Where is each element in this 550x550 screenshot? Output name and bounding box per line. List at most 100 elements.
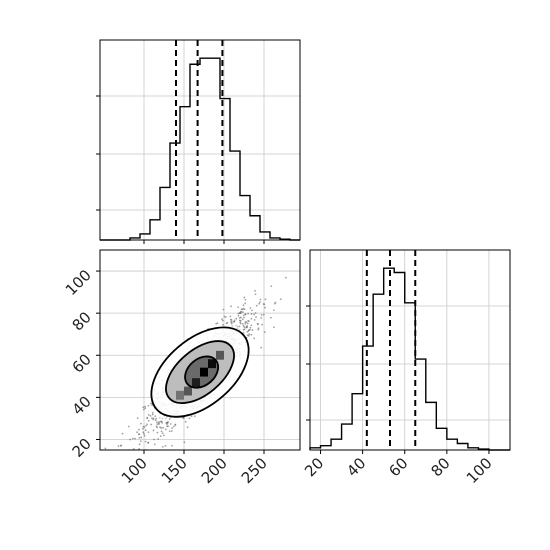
scatter-point <box>250 324 253 327</box>
scatter-point <box>233 320 236 323</box>
scatter-point <box>147 419 150 422</box>
joint-x-tick-label: 100 <box>118 454 151 487</box>
scatter-point <box>238 319 241 322</box>
scatter-point <box>186 426 189 429</box>
scatter-point <box>242 314 245 317</box>
scatter-point <box>161 445 164 448</box>
joint-y-tick-label: 80 <box>69 308 95 334</box>
scatter-point <box>144 407 147 410</box>
scatter-point <box>243 328 246 331</box>
scatter-point <box>136 417 139 420</box>
scatter-point <box>242 332 245 334</box>
scatter-point <box>257 328 260 331</box>
y-marginal-panel: 20 40 60 80 100 <box>301 249 511 487</box>
scatter-point <box>144 440 147 443</box>
scatter-point <box>138 428 140 431</box>
scatter-point <box>129 438 131 441</box>
scatter-point <box>167 420 169 423</box>
scatter-point <box>254 312 257 314</box>
scatter-point <box>184 420 187 423</box>
scatter-point <box>146 423 149 426</box>
scatter-point <box>166 425 169 428</box>
scatter-point <box>157 438 159 440</box>
scatter-point <box>238 317 241 319</box>
scatter-point <box>244 298 247 301</box>
scatter-point <box>132 453 134 455</box>
y-marginal-frame-bg <box>310 250 510 450</box>
scatter-point <box>259 298 262 301</box>
scatter-point <box>222 323 224 326</box>
scatter-point <box>154 415 157 418</box>
density-cell <box>216 350 224 360</box>
scatter-point <box>151 412 154 414</box>
scatter-point <box>263 331 266 333</box>
scatter-point <box>247 320 250 323</box>
scatter-point <box>244 321 247 323</box>
scatter-point <box>248 334 250 337</box>
scatter-point <box>250 333 253 336</box>
joint-x-tick-label: 200 <box>198 454 231 487</box>
scatter-point <box>160 430 163 433</box>
scatter-point <box>141 427 144 430</box>
y-marginal-frame <box>309 249 511 451</box>
scatter-point <box>147 431 150 434</box>
scatter-point <box>250 317 253 320</box>
y-marginal-x-tick-label: 40 <box>343 454 369 480</box>
scatter-point <box>156 421 158 424</box>
scatter-point <box>190 415 193 418</box>
scatter-point <box>263 303 266 306</box>
scatter-point <box>246 326 248 328</box>
scatter-point <box>155 417 158 420</box>
scatter-point <box>242 304 245 307</box>
scatter-point <box>244 313 247 316</box>
scatter-point <box>132 448 135 450</box>
scatter-point <box>230 322 233 325</box>
scatter-point <box>143 432 145 435</box>
scatter-point <box>216 322 219 325</box>
scatter-point <box>150 423 153 426</box>
density-contour <box>184 355 220 389</box>
scatter-point <box>171 427 174 430</box>
scatter-point <box>237 314 240 317</box>
scatter-point <box>151 413 154 416</box>
density-contour <box>150 326 250 418</box>
scatter-point <box>159 435 162 438</box>
scatter-point <box>260 313 263 316</box>
scatter-point <box>264 298 267 301</box>
scatter-point <box>272 309 275 312</box>
scatter-point <box>236 325 239 328</box>
joint-y-tick-label: 60 <box>69 350 95 376</box>
scatter-point <box>261 323 263 326</box>
joint-contours <box>150 326 250 418</box>
joint-x-tick-label: 150 <box>158 454 191 487</box>
scatter-point <box>104 447 107 450</box>
scatter-point <box>162 434 165 437</box>
scatter-point <box>249 328 251 331</box>
scatter-point <box>279 298 282 301</box>
scatter-point <box>152 429 155 432</box>
x-marginal-histogram <box>100 57 300 241</box>
scatter-point <box>246 334 249 337</box>
scatter-point <box>239 322 242 325</box>
scatter-point <box>247 329 250 332</box>
scatter-point <box>248 333 250 336</box>
scatter-point <box>170 430 173 432</box>
scatter-point <box>146 416 149 419</box>
scatter-point <box>155 425 158 428</box>
scatter-point <box>97 468 99 470</box>
scatter-point <box>229 315 232 318</box>
y-marginal-grid <box>310 250 510 450</box>
scatter-point <box>117 445 120 447</box>
density-cell <box>192 378 200 388</box>
scatter-point <box>134 437 136 440</box>
scatter-point <box>254 289 256 292</box>
scatter-point <box>221 318 223 321</box>
scatter-point <box>224 316 227 318</box>
scatter-point <box>257 327 260 330</box>
scatter-point <box>253 337 256 340</box>
scatter-point <box>161 421 164 424</box>
scatter-point <box>139 440 142 443</box>
scatter-point <box>127 454 129 456</box>
